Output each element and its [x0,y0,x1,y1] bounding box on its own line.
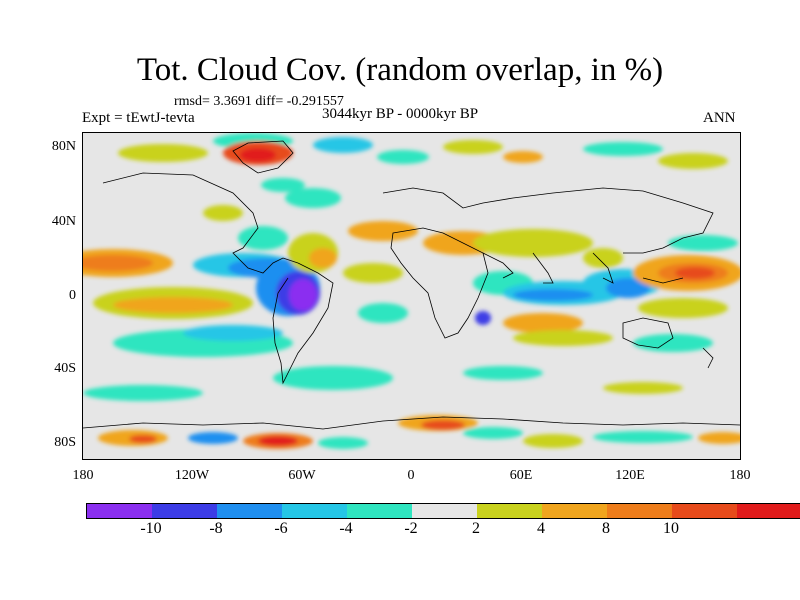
lon-tick-label: 60E [509,468,533,483]
colorbar-label: 2 [472,520,480,537]
colorbar-segment [477,504,542,518]
colorbar-segment [737,504,800,518]
colorbar-segment [542,504,607,518]
colorbar-label: 10 [663,520,679,537]
colorbar-label: -4 [339,520,353,537]
colorbar-segment [87,504,152,518]
colorbar-label: 8 [602,520,610,537]
statistics-label: rmsd= 3.3691 diff= -0.291557 [174,94,344,109]
coastlines [83,140,740,430]
lat-tick-label: 40N [51,214,76,229]
lon-tick-label: 180 [729,468,751,483]
colorbar-segment [152,504,217,518]
lon-tick-label: 120W [174,468,210,483]
colorbar-segment [672,504,737,518]
lon-tick-label: 0 [407,468,415,483]
period-label: 3044kyr BP - 0000kyr BP [322,106,479,122]
colorbar-segment [217,504,282,518]
colorbar [86,503,800,519]
colorbar-segment [347,504,412,518]
colorbar-segment [282,504,347,518]
colorbar-label: -2 [404,520,418,537]
lat-tick-label: 40S [54,361,76,376]
cloud-cover-map [82,132,741,460]
colorbar-label: -8 [209,520,223,537]
colorbar-segment [607,504,672,518]
plot-title: Tot. Cloud Cov. (random overlap, in %) [136,52,664,88]
anomaly-field [83,133,740,449]
experiment-label: Expt = tEwtJ-tevta [82,110,195,126]
colorbar-label: -6 [274,520,288,537]
colorbar-segment [412,504,477,518]
lon-tick-label: 60W [288,468,316,483]
season-label: ANN [703,110,736,126]
colorbar-label: -10 [140,520,162,537]
lon-tick-label: 120E [615,468,645,483]
lat-tick-label: 80S [54,435,76,450]
colorbar-label: 4 [537,520,545,537]
lat-tick-label: 80N [51,139,76,154]
lon-tick-label: 180 [72,468,94,483]
lat-tick-label: 0 [69,288,76,303]
